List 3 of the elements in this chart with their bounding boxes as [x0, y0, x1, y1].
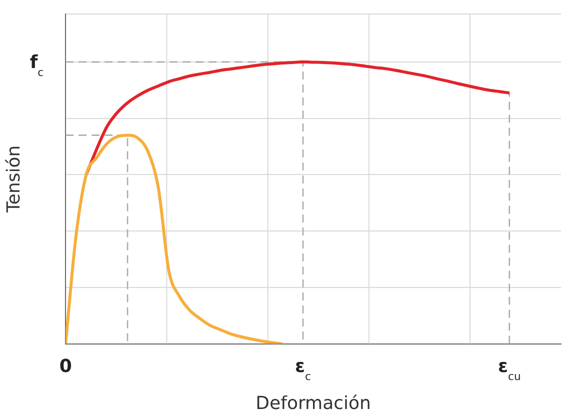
x-tick-label: 0	[59, 356, 72, 377]
x-axis-title: Deformación	[256, 392, 371, 414]
y-axis-title: Tensión	[3, 145, 24, 214]
